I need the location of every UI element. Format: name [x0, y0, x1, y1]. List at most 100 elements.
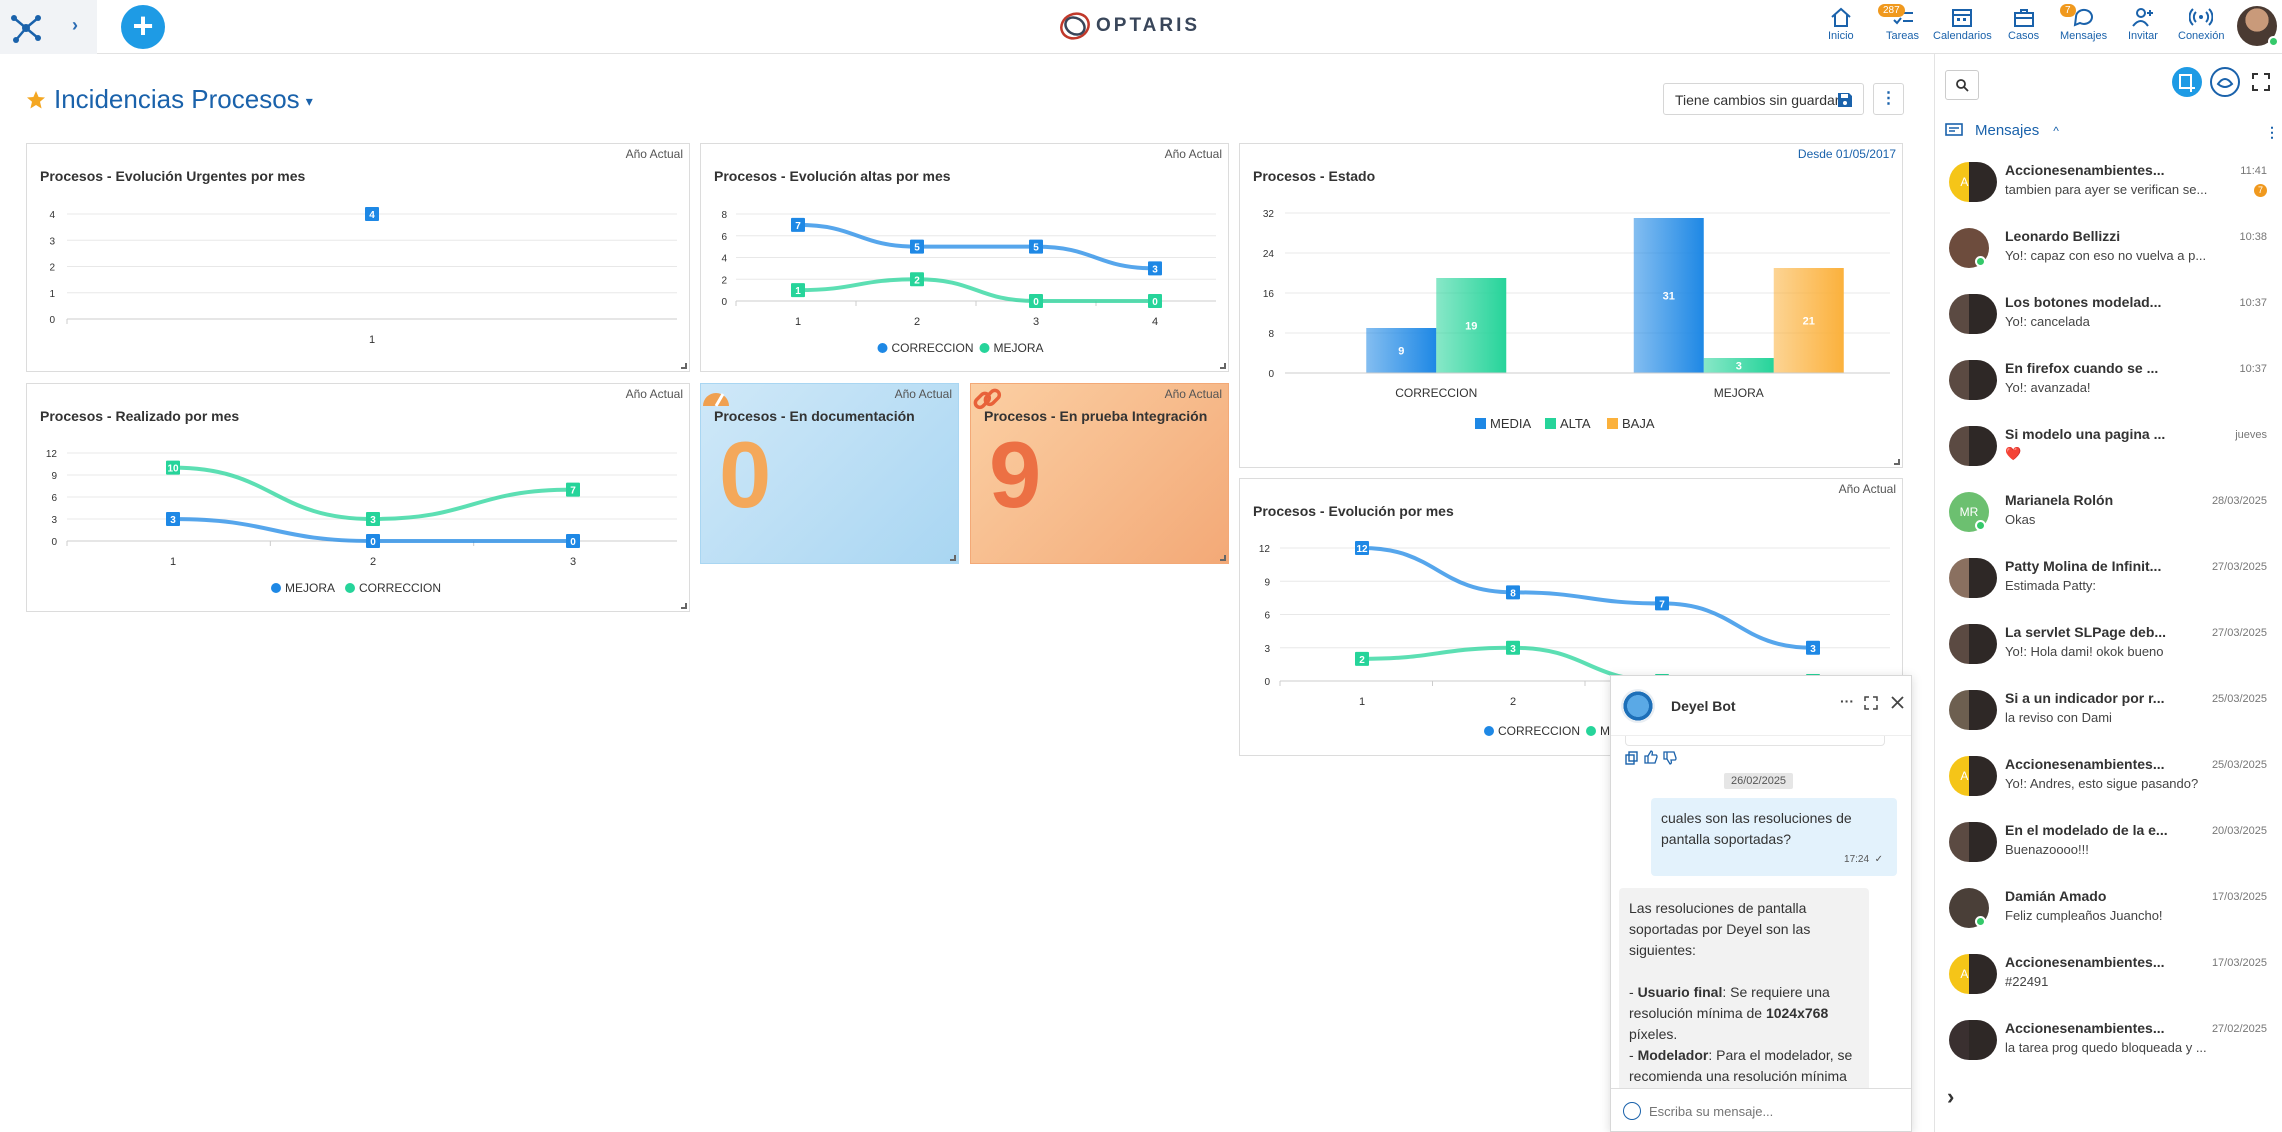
chat-item[interactable]: MR Marianela Rolón Okas 28/03/2025	[1945, 488, 2275, 554]
resize-handle[interactable]	[1220, 555, 1226, 561]
new-message-icon[interactable]	[2171, 66, 2203, 98]
chat-item[interactable]: Si a un indicador por r... la reviso con …	[1945, 686, 2275, 752]
data-label: 3	[1510, 644, 1516, 655]
series-line	[796, 222, 1157, 271]
chat-item[interactable]: Damián Amado Feliz cumpleaños Juancho! 17/…	[1945, 884, 2275, 950]
data-label: 5	[1033, 243, 1039, 254]
y-tick-label: 8	[1268, 329, 1274, 340]
legend-label: BAJA	[1622, 416, 1655, 431]
period-label[interactable]: Año Actual	[625, 387, 683, 401]
message-input[interactable]	[1649, 1104, 1889, 1119]
nav-inicio[interactable]: Inicio	[1828, 6, 1854, 42]
x-tick-label: 1	[795, 316, 801, 328]
resize-handle[interactable]	[1220, 363, 1226, 369]
thumbs-up-icon[interactable]	[1644, 750, 1658, 764]
chat-item[interactable]: Leonardo Bellizzi Yo!: capaz con eso no v…	[1945, 224, 2275, 290]
group-avatar-secondary	[1969, 1020, 1997, 1060]
chat-item[interactable]: AGAccionesenambientes...tambien para aye…	[1945, 158, 2275, 224]
emoji-icon[interactable]	[1623, 1102, 1641, 1120]
copy-icon[interactable]	[1625, 751, 1639, 765]
chat-item[interactable]: Si modelo una pagina ... ❤️ jueves	[1945, 422, 2275, 488]
expand-icon[interactable]	[1864, 696, 1878, 710]
close-icon[interactable]	[1891, 696, 1904, 709]
network-icon[interactable]	[8, 10, 44, 44]
messages-menu-icon[interactable]: ⋮	[2265, 124, 2279, 140]
y-tick-label: 3	[49, 236, 55, 247]
chat-item[interactable]: Los botones modelad... Yo!: cancelada 10:3…	[1945, 290, 2275, 356]
bar	[1633, 218, 1704, 373]
collapse-panel-chevron-icon[interactable]: ›	[1947, 1084, 1955, 1109]
chat-preview: Yo!: capaz con eso no vuelva a p...	[2005, 248, 2207, 263]
data-label: 2	[1359, 655, 1365, 666]
nav-calendarios[interactable]: Calendarios	[1933, 6, 1992, 42]
data-point	[1655, 596, 1669, 611]
chat-item[interactable]: En el modelado de la e... Buenazoooo!!! 20…	[1945, 818, 2275, 884]
chat-item[interactable]: La servlet SLPage deb... Yo!: Hola dami! …	[1945, 620, 2275, 686]
period-label[interactable]: Año Actual	[625, 147, 683, 161]
period-dropdown[interactable]: Desde 01/05/2017	[1797, 147, 1896, 161]
chat-item[interactable]: AGAccionesenambientes...Yo!: Andres, est…	[1945, 752, 2275, 818]
bot-options-icon[interactable]: ···	[1840, 693, 1854, 709]
card-title: Procesos - Estado	[1253, 168, 1376, 184]
legend-label: MEJORA	[994, 341, 1044, 355]
fullscreen-icon[interactable]	[2251, 72, 2271, 92]
y-tick-label: 8	[721, 210, 727, 221]
data-label: 4	[369, 210, 375, 221]
y-tick-label: 4	[721, 254, 727, 265]
bot-assistant-icon[interactable]	[2209, 66, 2241, 98]
data-label: 2	[914, 275, 920, 286]
data-label: 7	[570, 486, 576, 497]
data-point	[166, 460, 180, 475]
data-point	[365, 207, 379, 221]
nav-tareas[interactable]: 287 Tareas	[1878, 4, 1920, 42]
chat-item[interactable]: Accionesenambientes... la tarea prog qued…	[1945, 1016, 2275, 1082]
search-button[interactable]	[1945, 70, 1979, 100]
group-avatar-secondary	[1969, 822, 1997, 862]
nav-label: Conexión	[2178, 30, 2225, 42]
chat-item[interactable]: Patty Molina de Infinit... Estimada Patty…	[1945, 554, 2275, 620]
bar	[1366, 328, 1437, 373]
series-line	[1360, 546, 1815, 650]
nav-conexion[interactable]: Conexión	[2178, 6, 2224, 42]
kpi-value: 9	[989, 422, 1042, 527]
nav-label: Mensajes	[2060, 30, 2108, 42]
card-estado: Desde 01/05/2017 Procesos - Estado 0 8 16 2…	[1239, 143, 1903, 468]
data-label: 12	[1356, 544, 1368, 555]
nav-casos[interactable]: Casos	[2008, 6, 2039, 42]
resize-handle[interactable]	[681, 363, 687, 369]
nav-invitar[interactable]: Invitar	[2128, 6, 2158, 42]
group-avatar-secondary	[1969, 162, 1997, 202]
data-label: 0	[370, 537, 376, 548]
more-options-button[interactable]: ⋮	[1873, 83, 1904, 115]
card-title: Procesos - Evolución Urgentes por mes	[40, 168, 306, 184]
star-icon[interactable]	[26, 90, 46, 110]
y-tick-label: 1	[49, 289, 55, 300]
resize-handle[interactable]	[681, 603, 687, 609]
bar	[1703, 358, 1774, 373]
previous-message-tail	[1625, 736, 1885, 746]
chat-name: Marianela Rolón	[2005, 492, 2114, 508]
period-label[interactable]: Año Actual	[1838, 482, 1896, 496]
page-title-bar: Incidencias Procesos ▾	[26, 84, 313, 115]
create-new-button[interactable]: +	[121, 5, 165, 49]
altas-line-chart: 0 2 4 6 8 1 2 3 4 7 5 5 3 1 2 0 0 CORRECCION MEJORA	[721, 210, 1216, 355]
chat-item[interactable]: En firefox cuando se ... Yo!: avanzada! 10…	[1945, 356, 2275, 422]
bot-answer-user: - Usuario final: Se requiere una resoluc…	[1629, 984, 1830, 1042]
conversation-date: 26/02/2025	[1724, 773, 1794, 789]
card-documentacion[interactable]: Año Actual Procesos - En documentación 0	[700, 383, 959, 564]
data-point	[1148, 261, 1162, 276]
thumbs-down-icon[interactable]	[1663, 751, 1677, 765]
save-changes-button[interactable]: Tiene cambios sin guardar	[1663, 83, 1864, 115]
nav-mensajes[interactable]: 7 Mensajes	[2060, 4, 2108, 42]
legend-marker	[1586, 726, 1596, 736]
messages-header[interactable]: Mensajes ^	[1945, 122, 2059, 139]
resize-handle[interactable]	[1894, 459, 1900, 465]
nav-label: Tareas	[1886, 30, 1920, 42]
period-label[interactable]: Año Actual	[1164, 147, 1222, 161]
expand-menu-chevron-icon[interactable]: ›	[72, 15, 78, 35]
legend-label: CORRECCION	[359, 581, 441, 595]
card-prueba-integracion[interactable]: Año Actual Procesos - En prueba Integrac…	[970, 383, 1229, 564]
resize-handle[interactable]	[950, 555, 956, 561]
title-dropdown-chevron-icon[interactable]: ▾	[305, 93, 313, 109]
